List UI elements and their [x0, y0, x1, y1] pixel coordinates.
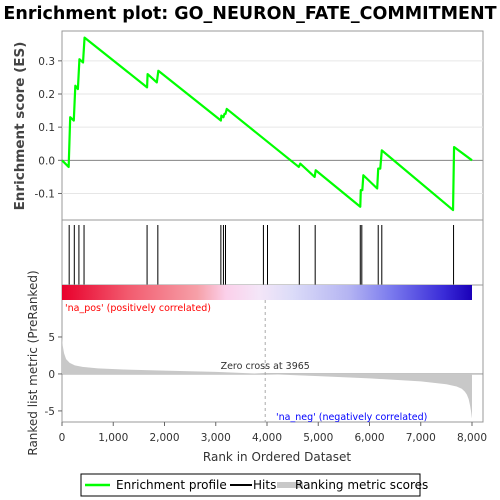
chart-title: Enrichment plot: GO_NEURON_FATE_COMMITME… — [3, 4, 496, 24]
es-y-tick-label: 0.1 — [38, 122, 55, 134]
legend: Enrichment profile Hits Ranking metric s… — [80, 473, 428, 497]
x-tick-label: 8,000 — [457, 432, 487, 444]
rank-y-tick-label: -5 — [45, 406, 55, 418]
rank-y-tick-label: 0 — [48, 369, 55, 381]
x-tick-label: 7,000 — [406, 432, 436, 444]
es-panel: -0.1 0.0 0.1 0.2 0.3 Enrichment score (ES) — [12, 30, 484, 221]
x-ticks: 0 1,000 2,000 3,000 4,000 5,000 6,000 7,000 8,00… — [59, 422, 487, 444]
legend-hits-label: Hits — [253, 478, 276, 492]
ranking-panel-frame — [61, 284, 484, 423]
rank-y-axis-title: Ranked list metric (PreRanked) — [26, 270, 40, 455]
es-y-tick-label: -0.1 — [35, 188, 56, 200]
es-y-tick-label: 0.3 — [38, 56, 55, 68]
x-tick-label: 4,000 — [252, 432, 282, 444]
es-y-axis-title: Enrichment score (ES) — [12, 42, 28, 211]
x-tick-label: 0 — [59, 432, 66, 444]
ranking-panel: 'na_pos' (positively correlated) Zero cr… — [26, 270, 484, 456]
enrichment-profile-line — [61, 36, 473, 212]
x-tick-label: 1,000 — [98, 432, 128, 444]
es-y-tick-label: 0.0 — [38, 155, 55, 167]
rank-y-tick-label: 5 — [48, 332, 55, 344]
x-tick-label: 2,000 — [149, 432, 179, 444]
es-panel-frame — [61, 30, 484, 221]
rank-heat-bar — [62, 285, 472, 300]
legend-enrichment-label: Enrichment profile — [116, 478, 227, 492]
hits-panel — [61, 219, 484, 286]
neg-label: 'na_neg' (negatively correlated) — [276, 412, 427, 423]
legend-ranking-label: Ranking metric scores — [295, 478, 428, 492]
x-tick-label: 3,000 — [201, 432, 231, 444]
x-tick-label: 6,000 — [354, 432, 384, 444]
hits-panel-frame — [61, 219, 484, 286]
rank-y-ticks: -5 0 5 — [45, 332, 62, 418]
es-y-tick-label: 0.2 — [38, 89, 55, 101]
x-tick-label: 5,000 — [303, 432, 333, 444]
es-y-ticks: -0.1 0.0 0.1 0.2 0.3 — [35, 56, 62, 200]
x-axis-title: Rank in Ordered Dataset — [203, 450, 351, 464]
hit-marks — [68, 225, 455, 285]
ranking-metric-area — [62, 336, 472, 419]
pos-label: 'na_pos' (positively correlated) — [65, 303, 211, 314]
zero-cross-label: Zero cross at 3965 — [221, 361, 310, 372]
